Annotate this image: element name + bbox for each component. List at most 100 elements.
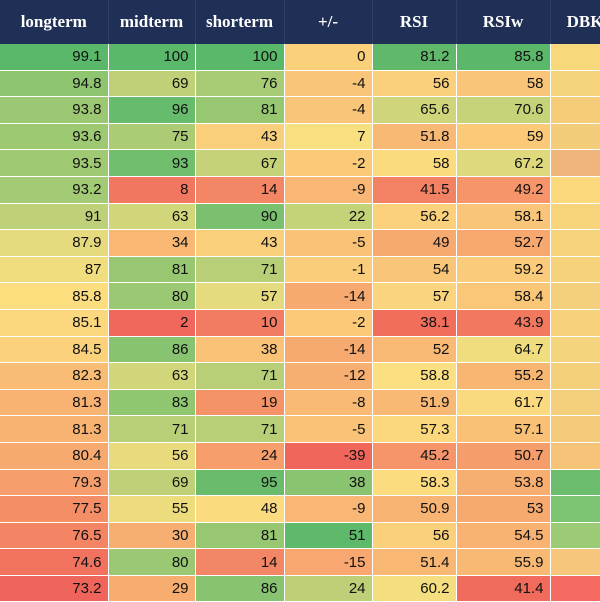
cell-shorterm[interactable]: 81 [195,96,285,124]
cell-dbk[interactable] [550,229,600,257]
cell-longterm[interactable]: 93.8 [0,96,109,124]
cell-rsi[interactable]: 50.9 [372,495,457,523]
cell-dbk[interactable] [550,70,600,98]
cell-dbk[interactable] [550,96,600,124]
cell-dbk[interactable] [550,44,600,71]
cell-change[interactable]: -12 [284,362,373,390]
cell-midterm[interactable]: 8 [108,176,196,204]
cell-longterm[interactable]: 87.9 [0,229,109,257]
cell-dbk[interactable] [550,362,600,390]
cell-rsi[interactable]: 57 [372,282,457,310]
cell-rsiw[interactable]: 67.2 [456,149,551,177]
cell-longterm[interactable]: 85.1 [0,309,109,337]
cell-shorterm[interactable]: 10 [195,309,285,337]
cell-shorterm[interactable]: 43 [195,123,285,151]
cell-rsiw[interactable]: 50.7 [456,442,551,470]
cell-rsi[interactable]: 51.8 [372,123,457,151]
cell-change[interactable]: -9 [284,495,373,523]
cell-longterm[interactable]: 94.8 [0,70,109,98]
cell-midterm[interactable]: 56 [108,442,196,470]
cell-shorterm[interactable]: 14 [195,548,285,576]
cell-midterm[interactable]: 80 [108,548,196,576]
cell-longterm[interactable]: 73.2 [0,575,109,602]
cell-rsi[interactable]: 56.2 [372,203,457,231]
cell-midterm[interactable]: 69 [108,469,196,497]
cell-midterm[interactable]: 75 [108,123,196,151]
cell-rsi[interactable]: 56 [372,70,457,98]
cell-dbk[interactable] [550,336,600,364]
header-change[interactable]: +/- [284,0,373,44]
cell-rsiw[interactable]: 53 [456,495,551,523]
cell-midterm[interactable]: 30 [108,522,196,550]
cell-dbk[interactable] [550,389,600,417]
cell-dbk[interactable] [550,548,600,576]
cell-rsiw[interactable]: 58.4 [456,282,551,310]
cell-change[interactable]: -1 [284,256,373,284]
cell-shorterm[interactable]: 19 [195,389,285,417]
cell-change[interactable]: -4 [284,96,373,124]
cell-shorterm[interactable]: 71 [195,256,285,284]
cell-shorterm[interactable]: 100 [195,44,285,71]
cell-longterm[interactable]: 80.4 [0,442,109,470]
cell-change[interactable]: -15 [284,548,373,576]
cell-dbk[interactable] [550,203,600,231]
cell-rsiw[interactable]: 61.7 [456,389,551,417]
cell-midterm[interactable]: 80 [108,282,196,310]
cell-dbk[interactable] [550,309,600,337]
cell-midterm[interactable]: 96 [108,96,196,124]
cell-longterm[interactable]: 87 [0,256,109,284]
cell-shorterm[interactable]: 81 [195,522,285,550]
cell-rsiw[interactable]: 55.9 [456,548,551,576]
cell-rsi[interactable]: 56 [372,522,457,550]
cell-shorterm[interactable]: 38 [195,336,285,364]
cell-dbk[interactable] [550,469,600,497]
cell-midterm[interactable]: 81 [108,256,196,284]
cell-rsi[interactable]: 58.8 [372,362,457,390]
cell-dbk[interactable] [550,176,600,204]
cell-change[interactable]: -8 [284,389,373,417]
cell-rsiw[interactable]: 70.6 [456,96,551,124]
cell-shorterm[interactable]: 86 [195,575,285,602]
cell-dbk[interactable] [550,575,600,602]
cell-longterm[interactable]: 74.6 [0,548,109,576]
header-midterm[interactable]: midterm [108,0,196,44]
cell-rsi[interactable]: 65.6 [372,96,457,124]
cell-rsi[interactable]: 51.9 [372,389,457,417]
header-rsiw[interactable]: RSIw [456,0,551,44]
cell-rsiw[interactable]: 41.4 [456,575,551,602]
cell-longterm[interactable]: 99.1 [0,44,109,71]
cell-longterm[interactable]: 93.5 [0,149,109,177]
cell-dbk[interactable] [550,256,600,284]
cell-rsi[interactable]: 58.3 [372,469,457,497]
cell-rsiw[interactable]: 49.2 [456,176,551,204]
cell-midterm[interactable]: 100 [108,44,196,71]
cell-change[interactable]: -14 [284,282,373,310]
cell-change[interactable]: -9 [284,176,373,204]
header-longterm[interactable]: longterm [0,0,109,44]
cell-shorterm[interactable]: 48 [195,495,285,523]
cell-longterm[interactable]: 82.3 [0,362,109,390]
cell-rsiw[interactable]: 43.9 [456,309,551,337]
cell-longterm[interactable]: 84.5 [0,336,109,364]
cell-change[interactable]: -2 [284,309,373,337]
cell-rsi[interactable]: 52 [372,336,457,364]
cell-midterm[interactable]: 69 [108,70,196,98]
cell-rsi[interactable]: 57.3 [372,415,457,443]
cell-change[interactable]: -5 [284,229,373,257]
cell-longterm[interactable]: 79.3 [0,469,109,497]
cell-dbk[interactable] [550,495,600,523]
cell-rsiw[interactable]: 58 [456,70,551,98]
cell-shorterm[interactable]: 14 [195,176,285,204]
cell-change[interactable]: 22 [284,203,373,231]
cell-shorterm[interactable]: 76 [195,70,285,98]
cell-shorterm[interactable]: 43 [195,229,285,257]
cell-change[interactable]: -5 [284,415,373,443]
cell-midterm[interactable]: 29 [108,575,196,602]
cell-dbk[interactable] [550,123,600,151]
cell-midterm[interactable]: 83 [108,389,196,417]
cell-rsi[interactable]: 60.2 [372,575,457,602]
cell-change[interactable]: -39 [284,442,373,470]
cell-change[interactable]: -14 [284,336,373,364]
cell-rsiw[interactable]: 53.8 [456,469,551,497]
cell-rsi[interactable]: 45.2 [372,442,457,470]
